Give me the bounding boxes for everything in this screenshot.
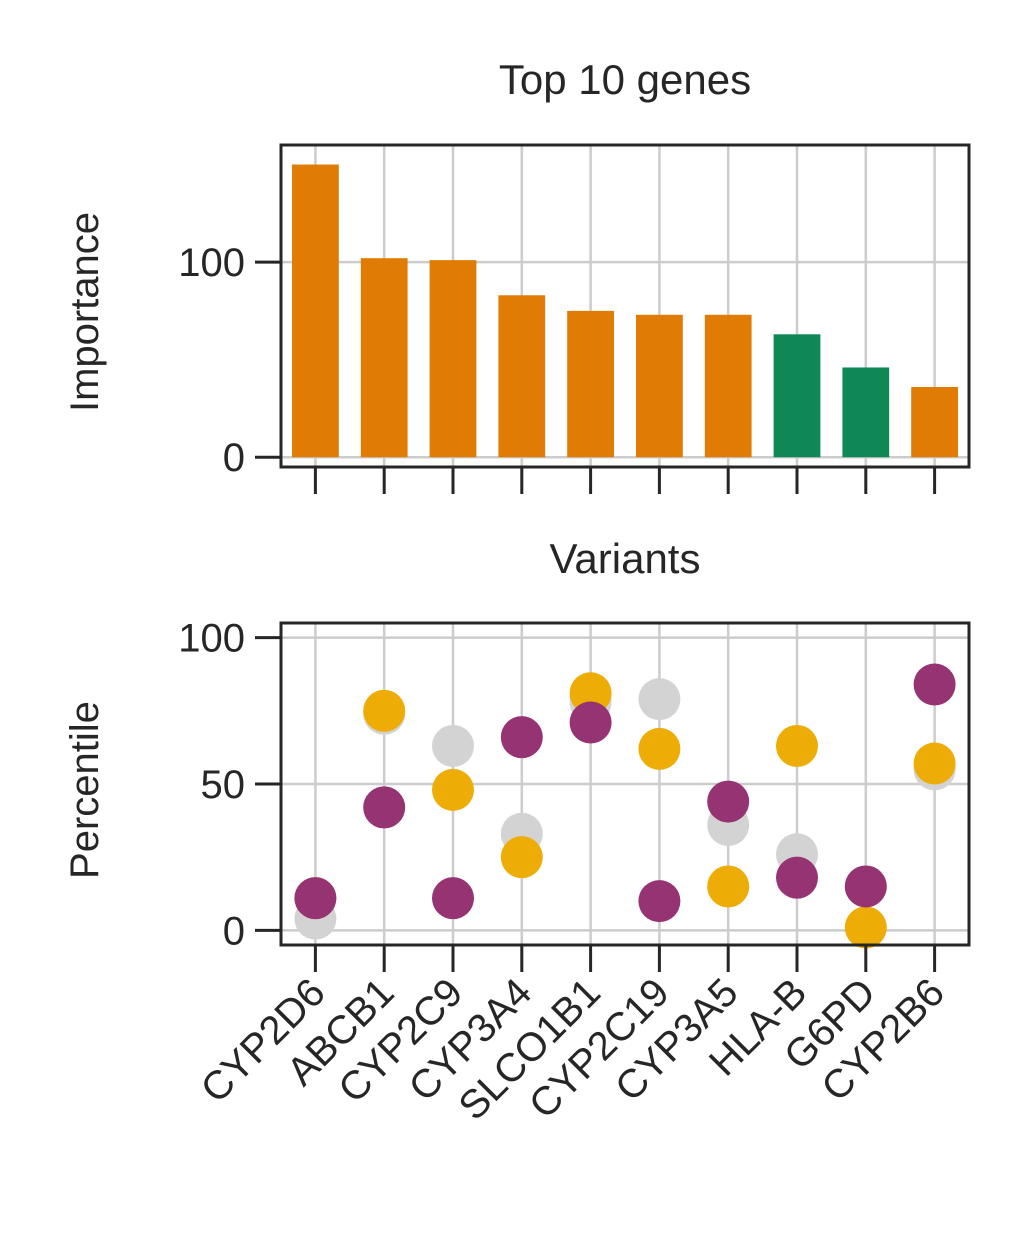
bottom-chart-ylabel: Percentile bbox=[63, 701, 107, 879]
point-CYP2C9-s2 bbox=[432, 877, 474, 920]
bar-CYP2D6 bbox=[292, 164, 339, 458]
bar-HLA-B bbox=[773, 334, 821, 458]
bar-CYP3A4 bbox=[498, 295, 546, 458]
point-CYP2C9-s1 bbox=[432, 768, 474, 811]
point-CYP3A5-s2 bbox=[707, 780, 750, 823]
bottom-ytick-label: 0 bbox=[223, 909, 245, 953]
point-CYP2C19-s0 bbox=[638, 678, 681, 721]
point-CYP2D6-s2 bbox=[294, 877, 337, 920]
point-SLCO1B1-s1 bbox=[569, 672, 612, 715]
point-CYP2C19-s2 bbox=[638, 880, 681, 923]
top-chart-title: Top 10 genes bbox=[499, 56, 751, 103]
point-CYP2B6-s2 bbox=[913, 663, 956, 706]
bottom-chart-ticks: 0 50 100 bbox=[178, 617, 937, 972]
point-CYP2B6-s1 bbox=[913, 742, 956, 785]
bar-CYP2C9 bbox=[429, 260, 477, 458]
bottom-chart-title: Variants bbox=[550, 535, 701, 582]
point-HLA-B-s1 bbox=[776, 724, 818, 767]
point-CYP2C19-s1 bbox=[638, 727, 681, 770]
bar-CYP3A5 bbox=[704, 314, 752, 458]
top-chart-ticks: 0 100 bbox=[178, 241, 937, 494]
point-G6PD-s1 bbox=[844, 906, 887, 949]
bottom-chart-points bbox=[294, 663, 956, 949]
point-CYP3A4-s1 bbox=[500, 836, 543, 879]
point-HLA-B-s2 bbox=[776, 856, 818, 899]
x-tick-labels: CYP2D6ABCB1CYP2C9CYP3A4SLCO1B1CYP2C19CYP… bbox=[193, 970, 953, 1128]
bottom-ytick-label: 50 bbox=[201, 763, 246, 807]
point-ABCB1-s1 bbox=[363, 689, 406, 732]
point-G6PD-s2 bbox=[844, 865, 887, 908]
top-ytick-label: 100 bbox=[178, 241, 245, 285]
point-SLCO1B1-s2 bbox=[569, 701, 612, 744]
top-ytick-label: 0 bbox=[223, 436, 245, 480]
bar-G6PD bbox=[842, 367, 890, 458]
bar-SLCO1B1 bbox=[567, 310, 614, 458]
point-CYP3A5-s1 bbox=[707, 865, 750, 908]
bar-CYP2B6 bbox=[911, 386, 958, 458]
top-chart-bars bbox=[292, 164, 958, 458]
top-chart-frame bbox=[279, 143, 971, 469]
top-chart-ylabel: Importance bbox=[63, 212, 107, 412]
bar-ABCB1 bbox=[360, 258, 408, 458]
bar-CYP2C19 bbox=[636, 314, 683, 458]
point-ABCB1-s2 bbox=[363, 786, 406, 829]
point-CYP2C9-s0 bbox=[432, 724, 474, 767]
bottom-ytick-label: 100 bbox=[178, 617, 245, 661]
point-CYP3A4-s2 bbox=[500, 716, 543, 759]
